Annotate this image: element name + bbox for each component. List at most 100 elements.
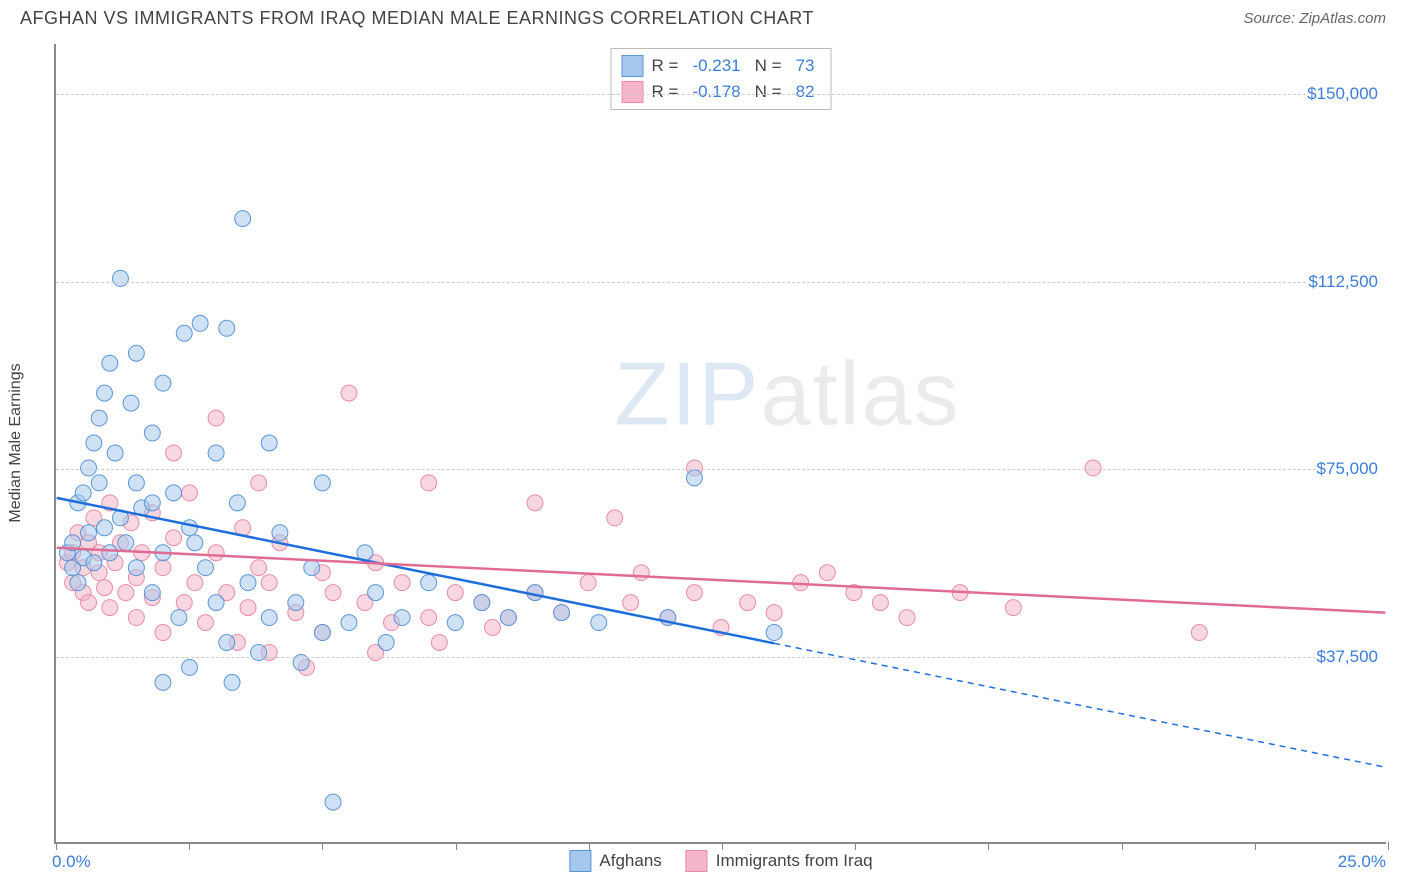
data-point [421,475,437,491]
data-point [554,605,570,621]
legend-series: Afghans Immigrants from Iraq [569,850,872,872]
legend-series-label-1: Immigrants from Iraq [716,851,873,871]
x-tick [1122,842,1123,850]
x-tick [1388,842,1389,850]
data-point [1085,460,1101,476]
data-point [176,325,192,341]
gridline [56,94,1386,95]
data-point [766,605,782,621]
data-point [118,535,134,551]
data-point [102,600,118,616]
data-point [474,595,490,611]
data-point [123,395,139,411]
data-point [70,575,86,591]
data-point [102,545,118,561]
data-point [176,595,192,611]
y-tick-label: $37,500 [1317,647,1388,667]
data-point [819,565,835,581]
data-point [97,385,113,401]
legend-series-item-1: Immigrants from Iraq [686,850,873,872]
data-point [341,615,357,631]
legend-n-label-0: N = [755,56,782,76]
data-point [155,375,171,391]
chart-title: AFGHAN VS IMMIGRANTS FROM IRAQ MEDIAN MA… [20,8,814,29]
data-point [182,659,198,675]
data-point [251,475,267,491]
data-point [118,585,134,601]
data-point [208,595,224,611]
data-point [272,525,288,541]
data-point [155,674,171,690]
data-point [251,560,267,576]
data-point [261,435,277,451]
legend-n-value-1: 82 [796,82,815,102]
gridline [56,469,1386,470]
data-point [580,575,596,591]
data-point [144,425,160,441]
data-point [240,600,256,616]
x-tick [189,842,190,850]
data-point [500,610,516,626]
data-point [325,794,341,810]
data-point [208,545,224,561]
data-point [1191,625,1207,641]
data-point [368,585,384,601]
data-point [91,410,107,426]
data-point [155,560,171,576]
source-label: Source: ZipAtlas.com [1243,10,1386,27]
x-tick [988,842,989,850]
legend-stats-row-0: R = -0.231 N = 73 [622,53,821,79]
data-point [219,320,235,336]
legend-r-label-1: R = [652,82,679,102]
legend-series-item-0: Afghans [569,850,661,872]
legend-series-swatch-1 [686,850,708,872]
x-tick [56,842,57,850]
data-point [394,575,410,591]
data-point [208,410,224,426]
data-point [421,575,437,591]
data-point [81,525,97,541]
data-point [182,485,198,501]
data-point [166,485,182,501]
y-axis-label: Median Male Earnings [7,363,25,522]
data-point [314,625,330,641]
data-point [192,315,208,331]
data-point [261,610,277,626]
y-tick-label: $75,000 [1317,459,1388,479]
data-point [208,445,224,461]
trend-line-dashed [774,643,1385,767]
legend-series-label-0: Afghans [599,851,661,871]
data-point [166,530,182,546]
data-point [229,495,245,511]
data-point [261,575,277,591]
x-axis-label-right: 25.0% [1338,852,1386,872]
legend-series-swatch-0 [569,850,591,872]
legend-r-label-0: R = [652,56,679,76]
data-point [166,445,182,461]
x-axis-label-left: 0.0% [52,852,91,872]
data-point [251,644,267,660]
data-point [607,510,623,526]
data-point [633,565,649,581]
data-point [899,610,915,626]
x-tick [855,842,856,850]
legend-swatch-0 [622,55,644,77]
data-point [304,560,320,576]
scatter-plot-svg [56,44,1386,842]
data-point [623,595,639,611]
data-point [128,345,144,361]
data-point [107,445,123,461]
legend-stats-row-1: R = -0.178 N = 82 [622,79,821,105]
data-point [378,635,394,651]
data-point [91,475,107,491]
data-point [591,615,607,631]
data-point [112,270,128,286]
y-tick-label: $150,000 [1307,84,1388,104]
data-point [182,520,198,536]
data-point [97,580,113,596]
y-tick-label: $112,500 [1308,272,1388,292]
data-point [144,495,160,511]
data-point [219,635,235,651]
data-point [766,625,782,641]
data-point [431,635,447,651]
